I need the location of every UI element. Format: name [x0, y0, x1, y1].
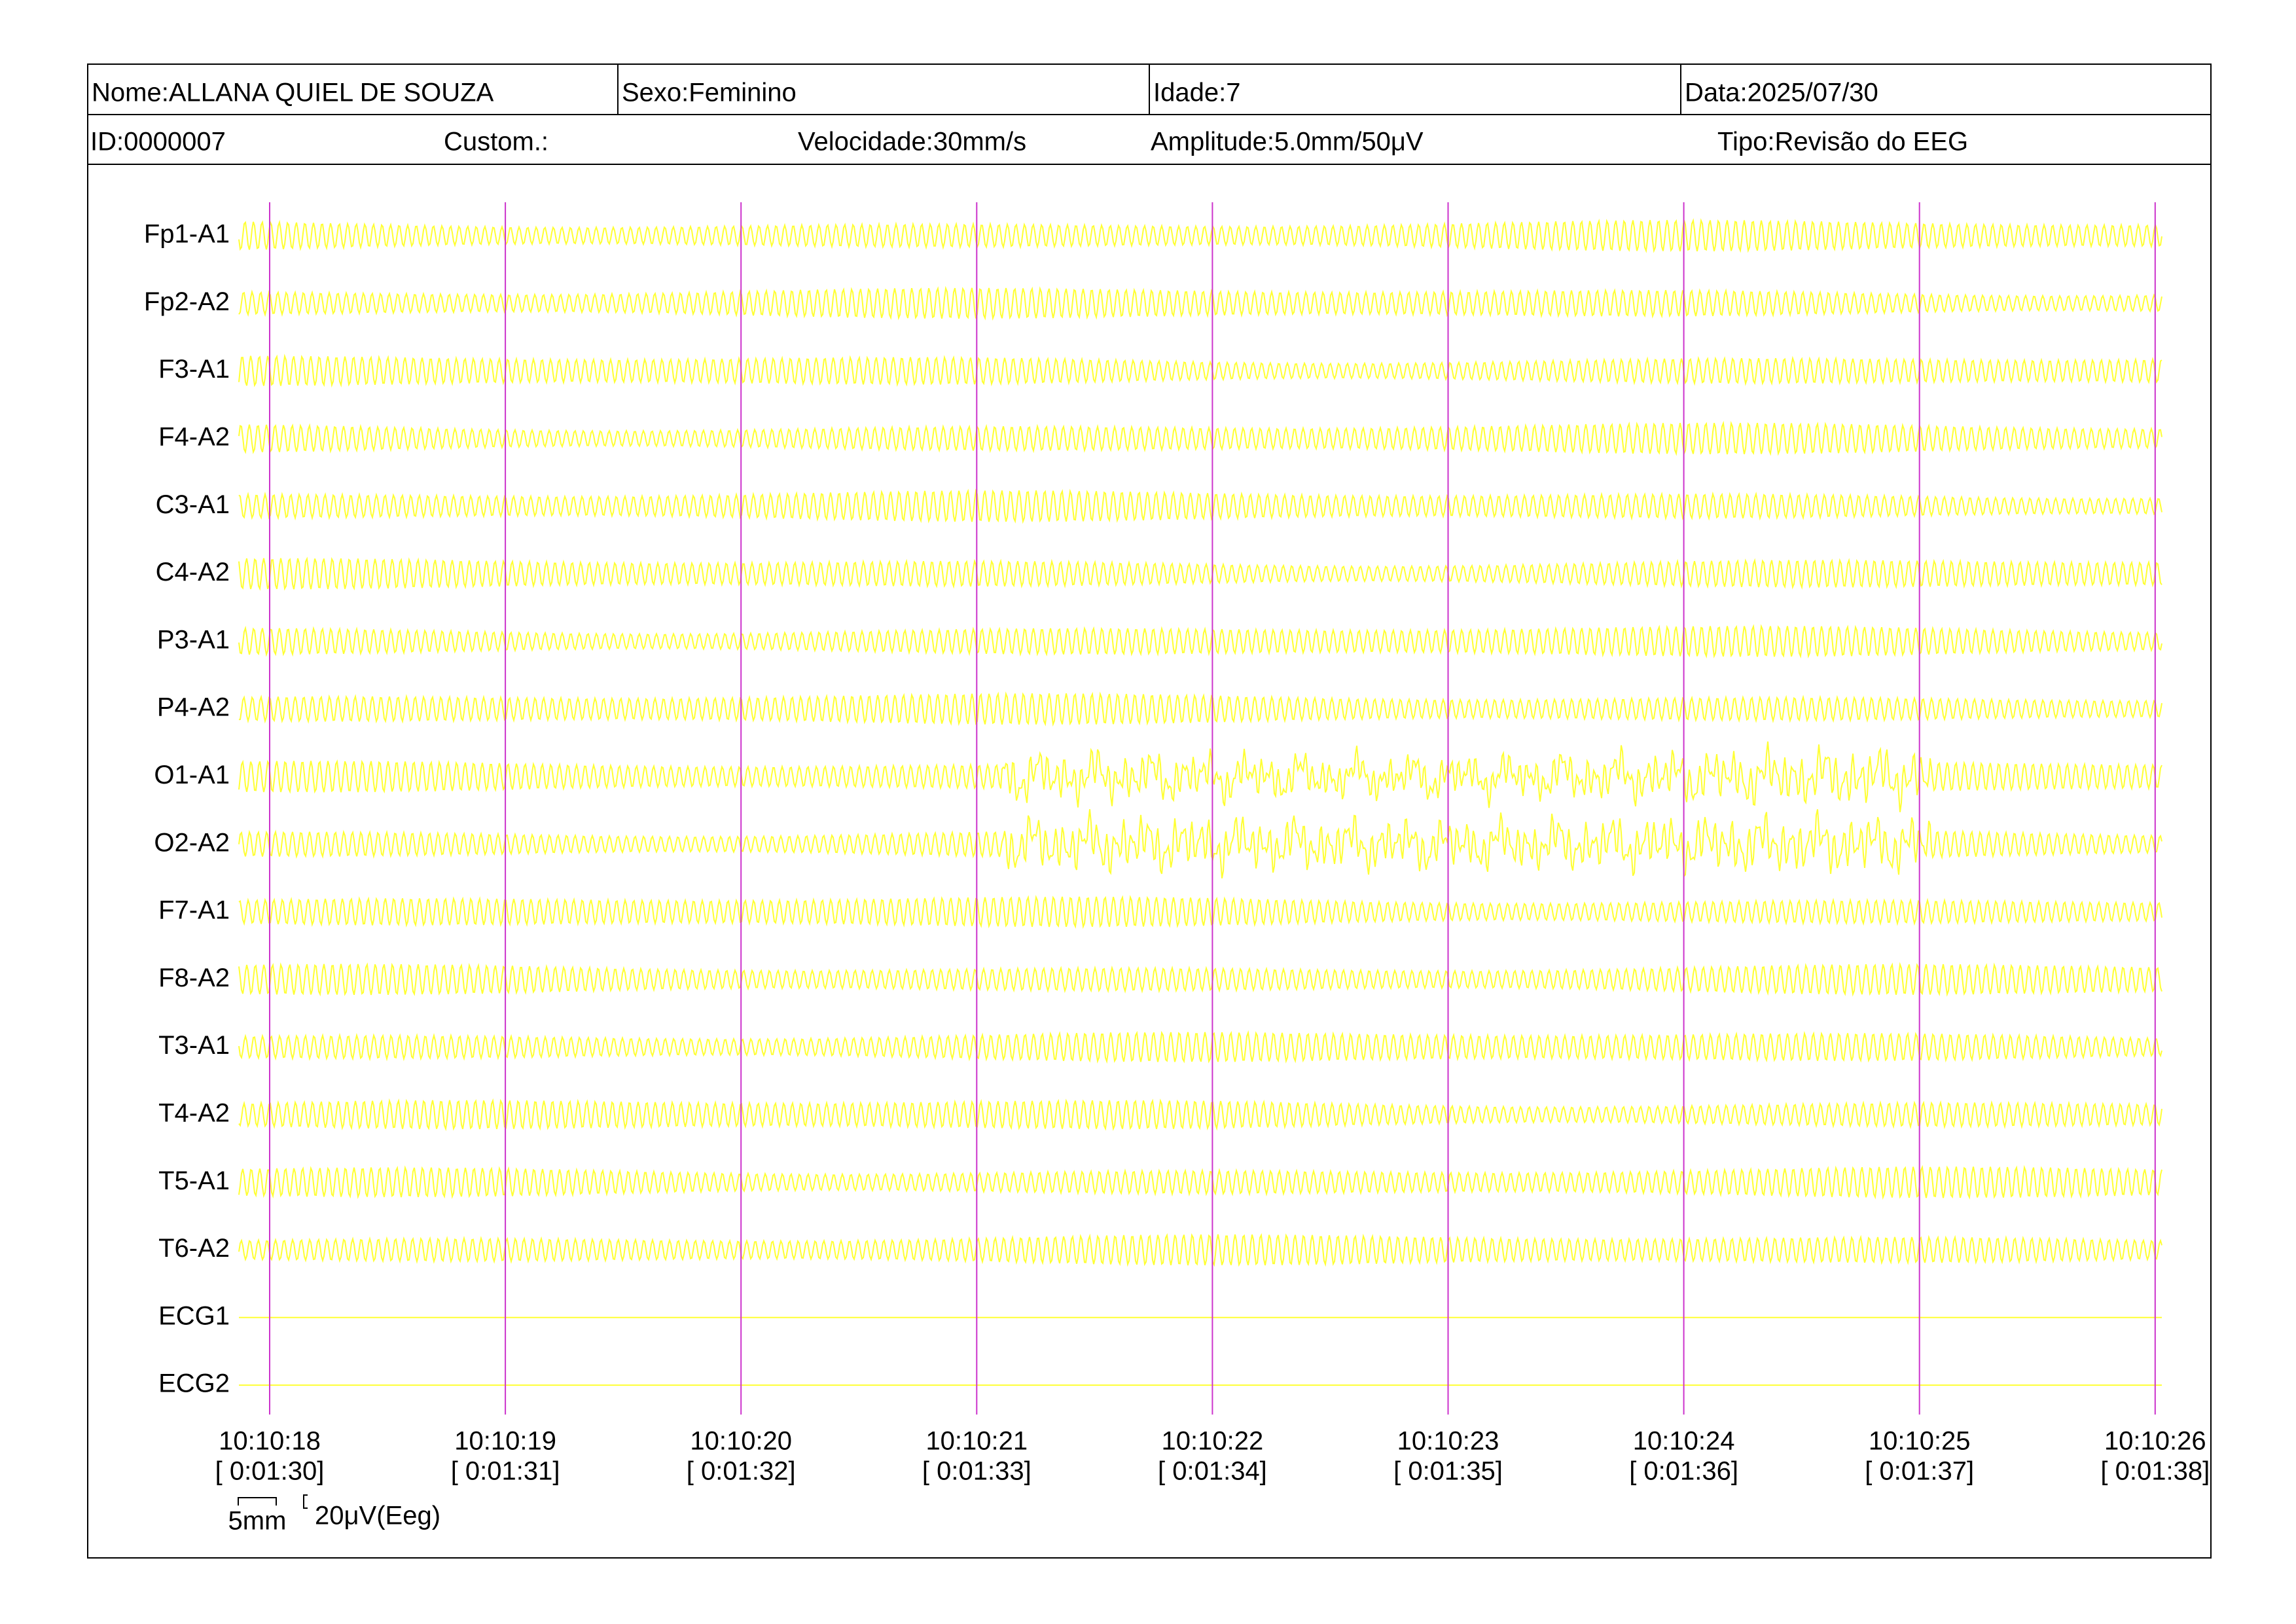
channel-label: T4-A2 — [158, 1098, 230, 1127]
channel-label: Fp1-A1 — [144, 220, 230, 249]
time-label: 10:10:23 — [1397, 1427, 1499, 1456]
channel-label: P4-A2 — [157, 693, 230, 722]
channel-label: T5-A1 — [158, 1166, 230, 1195]
eeg-trace — [238, 962, 2162, 997]
scale-bracket — [238, 1497, 277, 1506]
channel-label: C4-A2 — [156, 558, 230, 586]
time-label: 10:10:18 — [219, 1427, 321, 1456]
elapsed-label: [ 0:01:34] — [1158, 1457, 1267, 1486]
channel-label: F4-A2 — [158, 422, 230, 451]
time-label: 10:10:22 — [1162, 1427, 1264, 1456]
patient-name: Nome:ALLANA QUIEL DE SOUZA — [92, 79, 494, 107]
time-label: 10:10:21 — [925, 1427, 1028, 1456]
scale-width: 5mm — [228, 1507, 287, 1536]
amplitude: Amplitude:5.0mm/50μV — [1151, 128, 1424, 156]
channel-label: F7-A1 — [158, 896, 230, 925]
channel-label: C3-A1 — [156, 490, 230, 519]
elapsed-label: [ 0:01:30] — [215, 1457, 325, 1486]
time-label: 10:10:25 — [1869, 1427, 1971, 1456]
channel-label: O1-A1 — [154, 761, 230, 789]
elapsed-label: [ 0:01:38] — [2100, 1457, 2210, 1486]
eeg-trace — [238, 420, 2162, 456]
eeg-trace — [238, 218, 2162, 253]
channel-label: ECG2 — [158, 1369, 230, 1398]
custom: Custom.: — [444, 128, 548, 156]
time-label: 10:10:20 — [690, 1427, 792, 1456]
channel-label: F8-A2 — [158, 964, 230, 992]
eeg-trace — [238, 488, 2162, 524]
elapsed-label: [ 0:01:31] — [451, 1457, 560, 1486]
type: Tipo:Revisão do EEG — [1717, 128, 1968, 156]
eeg-trace — [238, 691, 2162, 727]
eeg-trace — [238, 741, 2162, 812]
channel-label: F3-A1 — [158, 355, 230, 384]
eeg-trace — [238, 353, 2162, 388]
eeg-trace — [238, 624, 2162, 659]
elapsed-label: [ 0:01:33] — [922, 1457, 1031, 1486]
elapsed-label: [ 0:01:35] — [1393, 1457, 1503, 1486]
elapsed-label: [ 0:01:36] — [1629, 1457, 1738, 1486]
speed: Velocidade:30mm/s — [798, 128, 1026, 156]
patient-id: ID:0000007 — [90, 128, 226, 156]
channel-label: Fp2-A2 — [144, 287, 230, 316]
scale-amplitude: 20μV(Eeg) — [315, 1502, 440, 1530]
eeg-trace — [238, 556, 2162, 591]
time-label: 10:10:26 — [2104, 1427, 2206, 1456]
time-label: 10:10:19 — [454, 1427, 556, 1456]
channel-label: O2-A2 — [154, 828, 230, 857]
age: Idade:7 — [1153, 79, 1240, 107]
eeg-trace — [238, 809, 2162, 878]
elapsed-label: [ 0:01:37] — [1865, 1457, 1974, 1486]
eeg-trace — [238, 895, 2162, 929]
eeg-trace — [238, 1098, 2162, 1132]
scale-bracket — [303, 1494, 308, 1509]
date: Data:2025/07/30 — [1685, 79, 1878, 107]
channel-label: T6-A2 — [158, 1234, 230, 1263]
eeg-trace — [238, 1030, 2162, 1064]
channel-label: T3-A1 — [158, 1031, 230, 1060]
eeg-trace — [238, 1164, 2162, 1200]
frame — [87, 63, 2212, 1559]
sex: Sexo:Feminino — [622, 79, 797, 107]
eeg-trace — [238, 285, 2162, 321]
eeg-trace — [238, 1233, 2162, 1267]
channel-label: ECG1 — [158, 1301, 230, 1330]
elapsed-label: [ 0:01:32] — [687, 1457, 796, 1486]
channel-label: P3-A1 — [157, 625, 230, 654]
time-label: 10:10:24 — [1633, 1427, 1735, 1456]
